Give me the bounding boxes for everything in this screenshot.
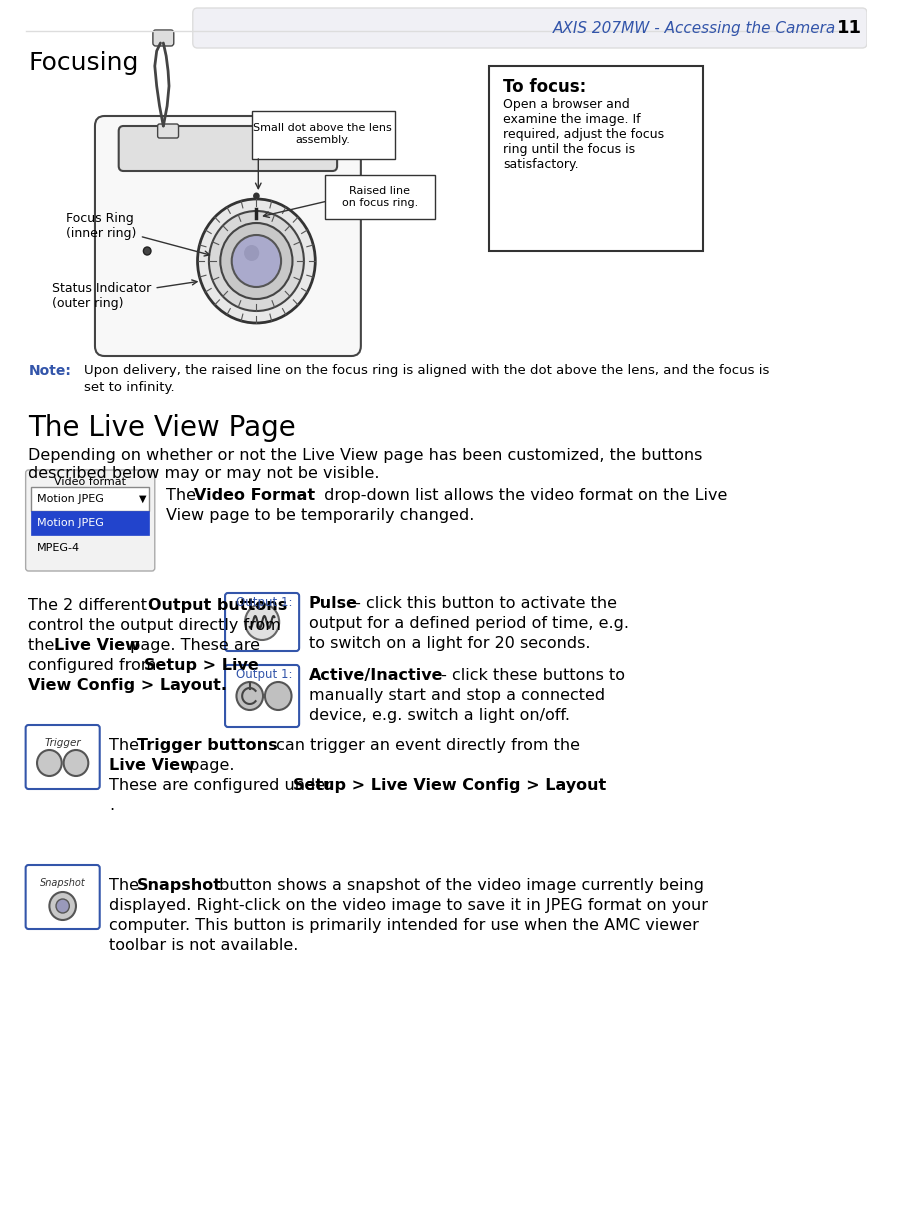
Text: Video format: Video format xyxy=(54,477,126,487)
Text: 11: 11 xyxy=(837,18,862,37)
Text: set to infinity.: set to infinity. xyxy=(84,381,174,394)
Circle shape xyxy=(244,245,259,261)
Text: - click these buttons to: - click these buttons to xyxy=(436,668,624,683)
Text: Upon delivery, the raised line on the focus ring is aligned with the dot above t: Upon delivery, the raised line on the fo… xyxy=(84,364,769,378)
Text: View page to be temporarily changed.: View page to be temporarily changed. xyxy=(166,508,475,524)
Text: the: the xyxy=(28,638,60,653)
Text: manually start and stop a connected: manually start and stop a connected xyxy=(309,688,604,702)
FancyBboxPatch shape xyxy=(95,116,361,356)
Circle shape xyxy=(197,199,315,322)
Text: Setup > Live: Setup > Live xyxy=(144,658,259,673)
Text: Output buttons: Output buttons xyxy=(148,598,288,613)
Text: displayed. Right-click on the video image to save it in JPEG format on your: displayed. Right-click on the video imag… xyxy=(110,897,708,913)
Circle shape xyxy=(245,604,279,640)
Text: View Config > Layout.: View Config > Layout. xyxy=(28,678,227,693)
Text: To focus:: To focus: xyxy=(503,78,586,96)
Text: The Live View Page: The Live View Page xyxy=(28,414,296,443)
Text: The: The xyxy=(166,488,201,503)
Text: Trigger buttons: Trigger buttons xyxy=(137,738,278,753)
Text: drop-down list allows the video format on the Live: drop-down list allows the video format o… xyxy=(319,488,728,503)
Text: Active/Inactive: Active/Inactive xyxy=(309,668,443,683)
Text: AXIS 207MW - Accessing the Camera: AXIS 207MW - Accessing the Camera xyxy=(552,21,835,36)
Text: Live View: Live View xyxy=(54,638,140,653)
Text: Video Format: Video Format xyxy=(194,488,315,503)
Text: MPEG-4: MPEG-4 xyxy=(37,543,80,553)
Text: configured from: configured from xyxy=(28,658,162,673)
FancyBboxPatch shape xyxy=(26,866,100,929)
Text: Motion JPEG: Motion JPEG xyxy=(37,519,104,528)
Text: Output 1:: Output 1: xyxy=(236,596,292,609)
Text: Setup > Live View Config > Layout: Setup > Live View Config > Layout xyxy=(293,779,606,793)
Text: Trigger: Trigger xyxy=(45,738,81,748)
Text: Note:: Note: xyxy=(28,364,71,378)
Text: Depending on whether or not the Live View page has been customized, the buttons: Depending on whether or not the Live Vie… xyxy=(28,447,703,463)
Circle shape xyxy=(209,211,304,311)
Text: can trigger an event directly from the: can trigger an event directly from the xyxy=(270,738,584,753)
FancyBboxPatch shape xyxy=(325,175,435,219)
Circle shape xyxy=(37,750,62,776)
FancyBboxPatch shape xyxy=(252,112,395,159)
Circle shape xyxy=(49,893,76,920)
Text: output for a defined period of time, e.g.: output for a defined period of time, e.g… xyxy=(309,615,629,631)
Text: toolbar is not available.: toolbar is not available. xyxy=(110,938,299,953)
FancyBboxPatch shape xyxy=(489,66,703,251)
Text: page.: page. xyxy=(184,758,235,774)
Circle shape xyxy=(64,750,89,776)
Text: Snapshot: Snapshot xyxy=(137,878,222,893)
Text: page. These are: page. These are xyxy=(125,638,260,653)
FancyBboxPatch shape xyxy=(31,487,149,511)
Text: ▼: ▼ xyxy=(139,494,146,504)
Circle shape xyxy=(232,235,281,287)
Text: to switch on a light for 20 seconds.: to switch on a light for 20 seconds. xyxy=(309,636,590,651)
Text: Pulse: Pulse xyxy=(309,596,358,611)
Text: The: The xyxy=(110,738,144,753)
FancyBboxPatch shape xyxy=(26,725,100,790)
FancyBboxPatch shape xyxy=(31,511,149,535)
Circle shape xyxy=(265,682,291,710)
Text: Raised line
on focus ring.: Raised line on focus ring. xyxy=(341,186,418,207)
Text: Small dot above the lens
assembly.: Small dot above the lens assembly. xyxy=(254,123,393,145)
FancyBboxPatch shape xyxy=(226,593,299,651)
Text: Live View: Live View xyxy=(110,758,195,774)
FancyBboxPatch shape xyxy=(152,29,173,47)
Text: - click this button to activate the: - click this button to activate the xyxy=(351,596,617,611)
Text: Open a browser and
examine the image. If
required, adjust the focus
ring until t: Open a browser and examine the image. If… xyxy=(503,98,665,170)
Text: described below may or may not be visible.: described below may or may not be visibl… xyxy=(28,466,380,481)
FancyBboxPatch shape xyxy=(226,664,299,727)
Text: Snapshot: Snapshot xyxy=(40,878,86,888)
FancyBboxPatch shape xyxy=(158,124,179,139)
Circle shape xyxy=(220,223,292,299)
Text: .: . xyxy=(110,798,114,813)
FancyBboxPatch shape xyxy=(26,470,155,571)
Text: button shows a snapshot of the video image currently being: button shows a snapshot of the video ima… xyxy=(214,878,704,893)
Circle shape xyxy=(56,899,69,913)
FancyBboxPatch shape xyxy=(193,9,867,48)
Text: Status Indicator
(outer ring): Status Indicator (outer ring) xyxy=(52,280,197,310)
Text: device, e.g. switch a light on/off.: device, e.g. switch a light on/off. xyxy=(309,707,570,723)
Text: These are configured under: These are configured under xyxy=(110,779,337,793)
Circle shape xyxy=(236,682,263,710)
Text: control the output directly from: control the output directly from xyxy=(28,618,281,633)
Text: The: The xyxy=(110,878,144,893)
Text: computer. This button is primarily intended for use when the AMC viewer: computer. This button is primarily inten… xyxy=(110,918,699,933)
Circle shape xyxy=(253,192,259,200)
Text: Focus Ring
(inner ring): Focus Ring (inner ring) xyxy=(67,212,209,256)
Text: The 2 different: The 2 different xyxy=(28,598,152,613)
Text: Focusing: Focusing xyxy=(28,51,139,75)
Text: Motion JPEG: Motion JPEG xyxy=(37,494,104,504)
Circle shape xyxy=(143,246,151,255)
FancyBboxPatch shape xyxy=(119,126,337,170)
Text: Output 1:: Output 1: xyxy=(236,668,292,680)
